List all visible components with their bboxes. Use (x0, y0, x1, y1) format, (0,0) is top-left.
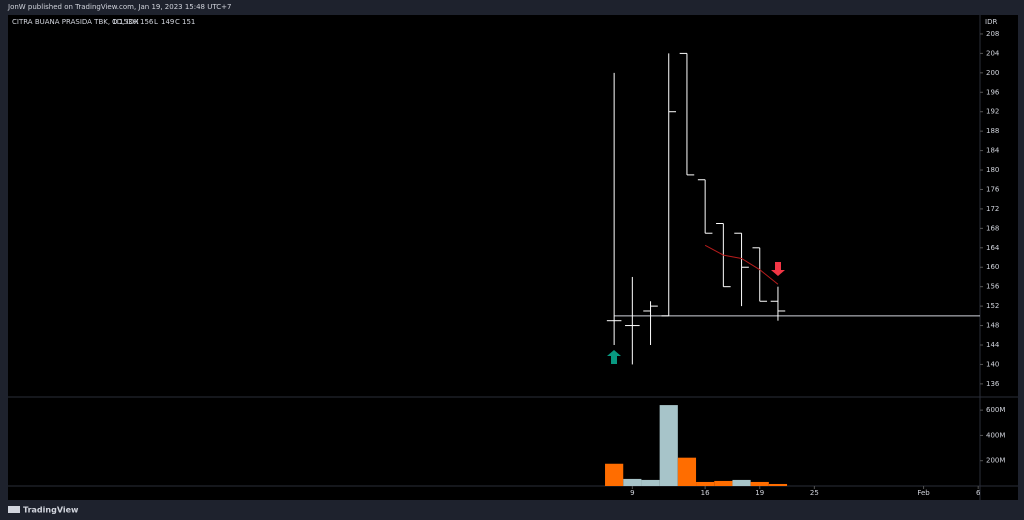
y-tick-label: 136 (986, 380, 1000, 388)
x-tick-label: 16 (701, 489, 710, 497)
logo (8, 506, 20, 513)
publisher: JonW published on TradingView.com, Jan 1… (7, 3, 231, 11)
y-tick-label: 176 (986, 185, 1000, 193)
x-tick-label: 9 (630, 489, 634, 497)
volume-bar (750, 481, 769, 486)
y-tick-label: 196 (986, 88, 1000, 96)
footer-brand: TradingView (23, 506, 79, 515)
y-tick-label: 188 (986, 127, 999, 135)
y-tick-label: 148 (986, 322, 999, 330)
y-tick-label: 204 (986, 49, 1000, 57)
y-tick-label: 208 (986, 30, 999, 38)
volume-bar (641, 479, 660, 486)
volume-tick-label: 600M (986, 406, 1005, 414)
volume-tick-label: 200M (986, 457, 1005, 465)
y-tick-label: 164 (986, 244, 1000, 252)
x-tick-label: 6 (976, 489, 981, 497)
volume-bar (659, 405, 678, 486)
y-tick-label: 140 (986, 360, 999, 368)
legend-value: 149 (161, 18, 174, 26)
y-tick-label: 160 (986, 263, 999, 271)
legend-value: O (112, 18, 118, 26)
y-tick-label: 152 (986, 302, 999, 310)
x-tick-label: 19 (755, 489, 764, 497)
y-tick-label: 180 (986, 166, 999, 174)
legend-value: L (154, 18, 158, 26)
y-tick-label: 200 (986, 69, 999, 77)
y-tick-label: 192 (986, 108, 999, 116)
legend-value: 156 (140, 18, 154, 26)
legend-value: H (133, 18, 138, 26)
volume-bar (677, 457, 697, 486)
currency: IDR (985, 18, 997, 26)
legend-title: CITRA BUANA PRASIDA TBK, 1D, IDX (12, 18, 139, 26)
volume-bar (732, 479, 751, 486)
volume-tick-label: 400M (986, 431, 1005, 439)
y-tick-label: 144 (986, 341, 1000, 349)
legend-value: 153 (119, 18, 132, 26)
y-tick-label: 156 (986, 283, 1000, 291)
legend-value: C (175, 18, 180, 26)
x-tick-label: 25 (810, 489, 819, 497)
y-tick-label: 184 (986, 147, 1000, 155)
chart-area (8, 15, 1018, 500)
buy-arrow (607, 350, 621, 364)
x-tick-label: Feb (917, 489, 930, 497)
sell-arrow (771, 262, 785, 276)
y-tick-label: 168 (986, 224, 999, 232)
volume-bar (623, 478, 642, 486)
legend-value: 151 (182, 18, 195, 26)
volume-bar (768, 483, 788, 486)
volume-bar (696, 481, 715, 486)
volume-bar (605, 463, 624, 486)
y-tick-label: 172 (986, 205, 999, 213)
moving-average (704, 244, 779, 285)
volume-bar (714, 480, 733, 486)
